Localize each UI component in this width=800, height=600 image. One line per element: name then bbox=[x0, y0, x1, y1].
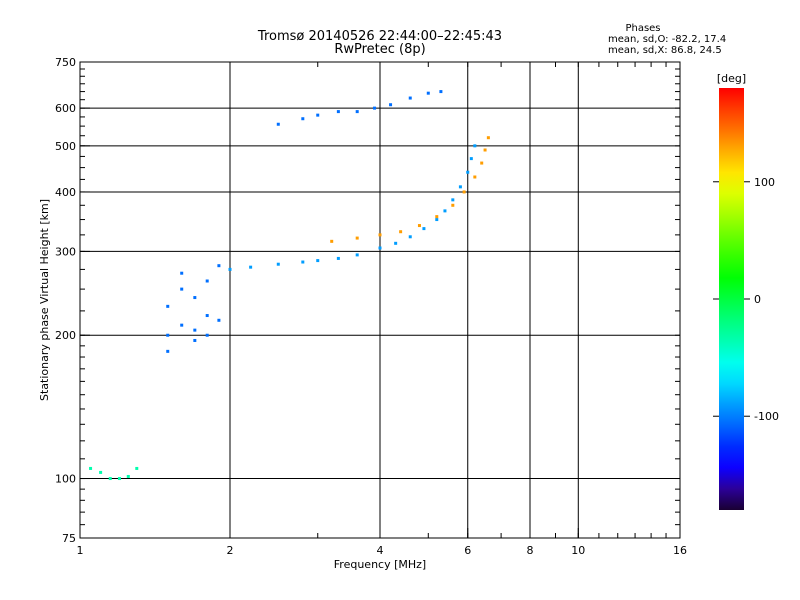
data-point bbox=[451, 198, 455, 202]
y-tick-label: 200 bbox=[55, 329, 76, 342]
data-point bbox=[435, 218, 439, 222]
y-tick-label: 750 bbox=[55, 56, 76, 69]
grid-lines bbox=[80, 62, 680, 538]
data-point bbox=[462, 190, 466, 194]
data-point bbox=[458, 185, 462, 189]
data-point bbox=[89, 466, 93, 470]
data-point bbox=[439, 90, 443, 94]
data-point bbox=[399, 230, 403, 234]
data-point bbox=[193, 338, 197, 342]
y-tick-label: 500 bbox=[55, 140, 76, 153]
data-point bbox=[417, 224, 421, 228]
data-point bbox=[466, 170, 470, 174]
data-point bbox=[480, 161, 484, 165]
data-point bbox=[316, 259, 320, 263]
data-point bbox=[135, 466, 139, 470]
data-point bbox=[301, 260, 305, 264]
data-point bbox=[486, 136, 490, 140]
colorbar-scale bbox=[719, 88, 744, 510]
data-point bbox=[117, 477, 121, 481]
axis-ticks: 1 2 4 6 8 10 16 75 100 200 300 400 500 600 750 bbox=[55, 56, 687, 557]
data-point bbox=[355, 110, 359, 114]
y-tick-label: 100 bbox=[55, 473, 76, 486]
data-point bbox=[249, 265, 253, 269]
data-point bbox=[483, 148, 487, 152]
colorbar-tick-label: 100 bbox=[754, 176, 775, 189]
data-point bbox=[336, 110, 340, 114]
x-tick-label: 1 bbox=[77, 544, 84, 557]
data-point bbox=[451, 203, 455, 207]
x-tick-label: 6 bbox=[464, 544, 471, 557]
data-point bbox=[330, 239, 334, 243]
data-point bbox=[355, 236, 359, 240]
colorbar-tick-label: 0 bbox=[754, 293, 761, 306]
y-axis-label: Stationary phase Virtual Height [km] bbox=[38, 199, 51, 401]
data-point bbox=[205, 314, 209, 318]
data-point bbox=[126, 474, 130, 478]
y-tick-label: 300 bbox=[55, 245, 76, 258]
chart-title: Tromsø 20140526 22:44:00–22:45:43 bbox=[257, 29, 502, 44]
data-point bbox=[301, 117, 305, 121]
data-point bbox=[180, 271, 184, 275]
stats-o-mode: mean, sd,O: -82.2, 17.4 bbox=[608, 34, 726, 45]
stats-x-mode: mean, sd,X: 86.8, 24.5 bbox=[608, 45, 722, 56]
data-point bbox=[193, 296, 197, 300]
x-tick-label: 2 bbox=[227, 544, 234, 557]
data-point bbox=[205, 333, 209, 337]
colorbar-label: [deg] bbox=[717, 72, 746, 85]
data-point bbox=[336, 256, 340, 260]
data-point bbox=[276, 122, 280, 126]
data-point bbox=[473, 175, 477, 179]
y-tick-label: 400 bbox=[55, 186, 76, 199]
data-point bbox=[217, 318, 221, 322]
stats-heading: Phases bbox=[625, 23, 660, 34]
data-point bbox=[217, 264, 221, 268]
colorbar-tick-label: -100 bbox=[754, 410, 779, 423]
data-point bbox=[180, 323, 184, 327]
data-point bbox=[316, 113, 320, 117]
y-tick-label: 75 bbox=[62, 532, 76, 545]
data-point bbox=[473, 144, 477, 148]
data-point bbox=[422, 227, 426, 231]
data-point bbox=[378, 233, 382, 237]
data-points bbox=[89, 90, 490, 481]
data-point bbox=[276, 262, 280, 266]
data-point bbox=[469, 157, 473, 161]
data-point bbox=[228, 267, 232, 271]
data-point bbox=[193, 328, 197, 332]
data-point bbox=[443, 209, 447, 213]
data-point bbox=[108, 477, 112, 481]
x-axis-label: Frequency [MHz] bbox=[334, 558, 426, 571]
data-point bbox=[355, 253, 359, 257]
chart-subtitle: RwPretec (8p) bbox=[334, 42, 425, 57]
colorbar: 100 0 -100 [deg] bbox=[713, 72, 779, 510]
data-point bbox=[166, 304, 170, 308]
data-point bbox=[389, 103, 393, 107]
data-point bbox=[378, 246, 382, 250]
data-point bbox=[205, 279, 209, 283]
data-point bbox=[435, 215, 439, 219]
x-tick-label: 8 bbox=[527, 544, 534, 557]
data-point bbox=[426, 91, 430, 95]
data-point bbox=[99, 470, 103, 474]
data-point bbox=[373, 106, 377, 110]
data-point bbox=[166, 349, 170, 353]
x-tick-label: 10 bbox=[571, 544, 585, 557]
y-tick-label: 600 bbox=[55, 102, 76, 115]
data-point bbox=[394, 241, 398, 245]
data-point bbox=[408, 96, 412, 100]
data-point bbox=[166, 333, 170, 337]
x-tick-label: 4 bbox=[377, 544, 384, 557]
data-point bbox=[180, 287, 184, 291]
data-point bbox=[408, 235, 412, 239]
x-tick-label: 16 bbox=[673, 544, 687, 557]
